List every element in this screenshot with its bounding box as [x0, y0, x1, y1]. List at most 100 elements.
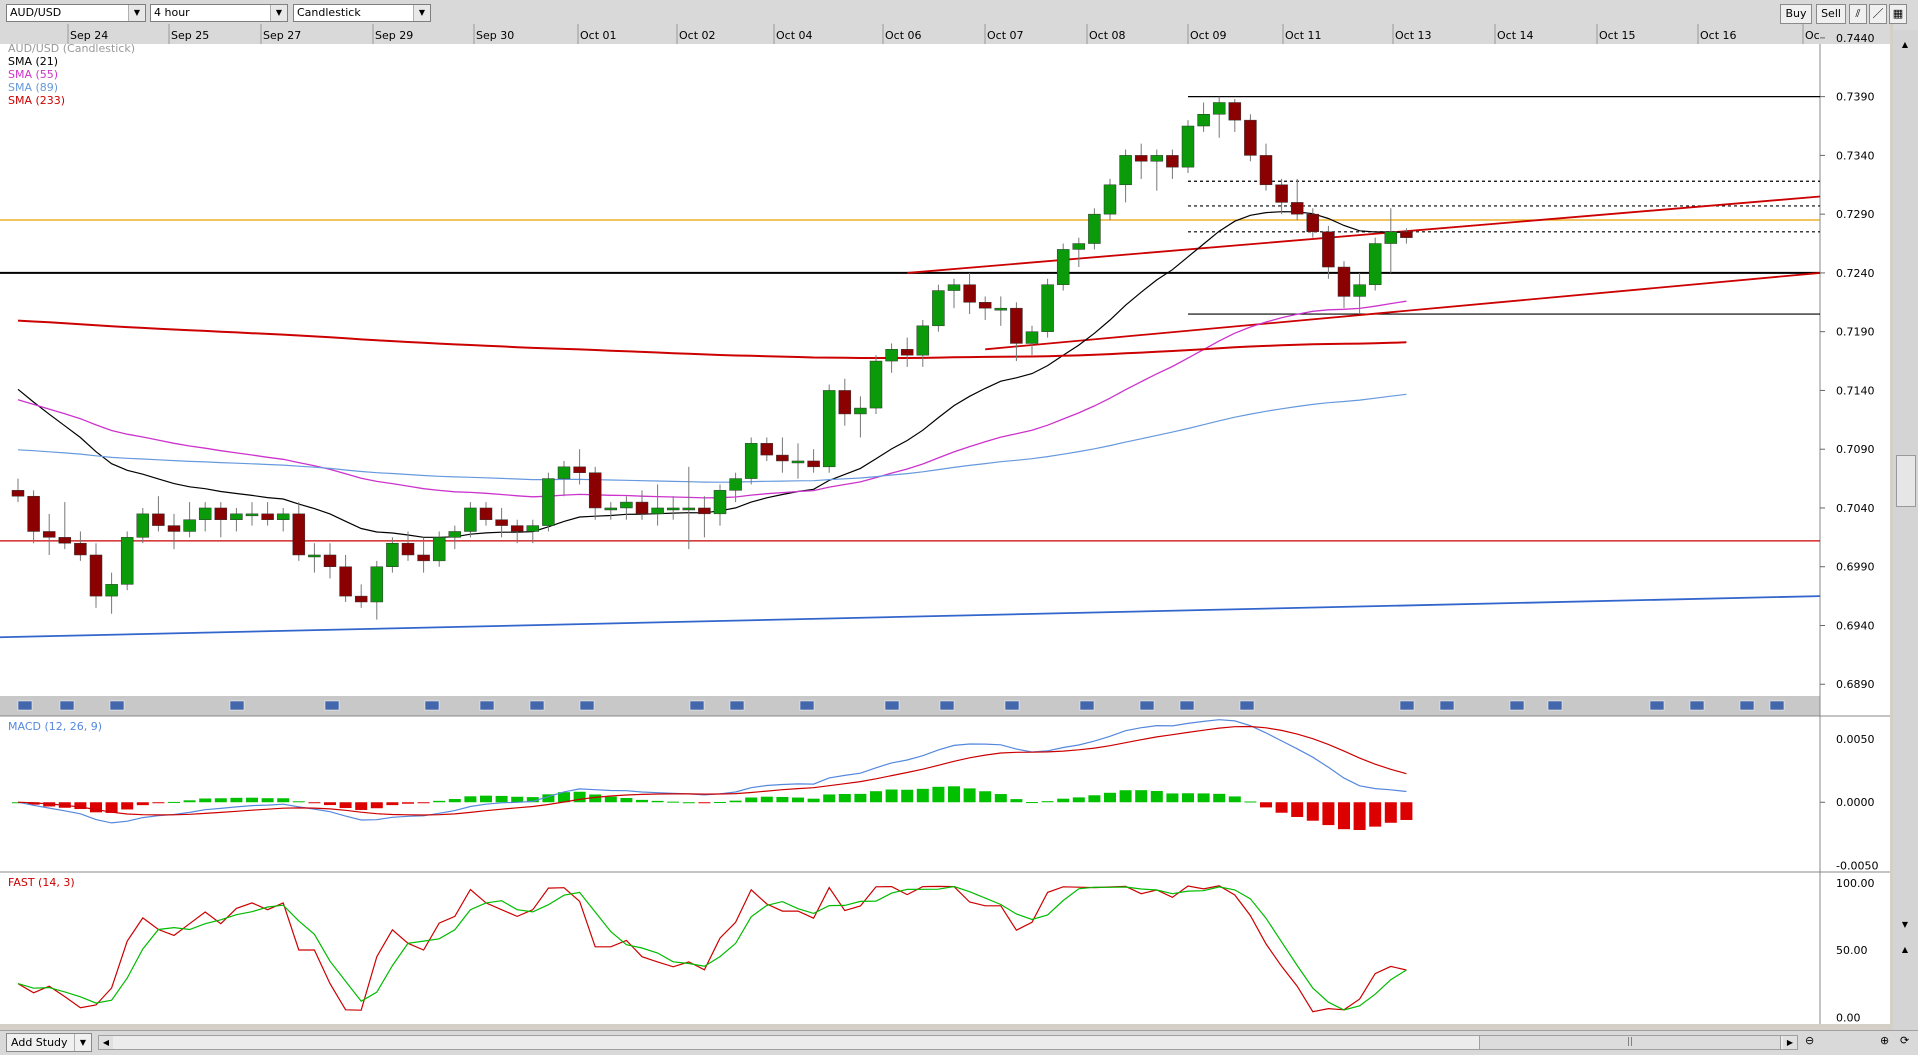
legend-entry: SMA (233) [8, 94, 65, 107]
country-flag-icon [689, 700, 705, 711]
scroll-up-icon[interactable]: ▲ [1901, 40, 1909, 49]
macd-histogram-bar [464, 796, 477, 803]
stochastic-k-line [17, 885, 1407, 1013]
price-tick-label: 0.6890 [1836, 678, 1875, 691]
chart-style-select[interactable]: Candlestick ▼ [293, 4, 431, 22]
candle-body [245, 513, 259, 517]
draw-line-icon[interactable]: ／ [1869, 4, 1887, 24]
macd-histogram-bar [558, 792, 570, 803]
chevron-down-icon[interactable]: ▼ [128, 5, 145, 21]
scroll-left-icon[interactable]: ◀ [99, 1036, 113, 1049]
country-flag-icon [1547, 700, 1563, 711]
country-flag-icon [59, 700, 75, 711]
candle-body [557, 466, 571, 479]
macd-histogram-bar [636, 799, 648, 803]
macd-histogram-bar [402, 802, 414, 804]
macd-histogram-bar [1057, 798, 1070, 803]
price-tick-label: 0.7240 [1836, 267, 1875, 280]
scroll-down-icon[interactable]: ▼ [1901, 920, 1909, 929]
date-tick-label: Oct 01 [580, 29, 617, 42]
candle-body [682, 507, 696, 511]
macd-histogram-bar [199, 798, 212, 803]
macd-histogram-bar [682, 802, 695, 804]
candle-body [807, 460, 820, 468]
vertical-scroll-thumb[interactable] [1896, 455, 1916, 507]
macd-histogram-bar [1369, 802, 1382, 827]
add-study-select[interactable]: Add Study ▼ [6, 1033, 92, 1052]
country-flag-icon [1239, 700, 1255, 711]
stochastic-tick-label: 100.00 [1836, 877, 1875, 890]
chevron-down-icon[interactable]: ▼ [270, 5, 287, 21]
price-tick-label: 0.6940 [1836, 619, 1875, 632]
candle-body [932, 290, 945, 327]
date-tick-label: Sep 29 [375, 29, 413, 42]
country-flag-icon [884, 700, 900, 711]
symbol-select[interactable]: AUD/USD ▼ [6, 4, 146, 22]
macd-histogram-bar [308, 802, 321, 804]
macd-histogram-bar [1104, 792, 1116, 803]
sma233-line [17, 319, 1407, 359]
sma21-line [17, 211, 1407, 538]
sell-button[interactable]: Sell [1816, 4, 1846, 24]
macd-histogram-bar [386, 802, 399, 806]
country-flag-icon [1439, 700, 1455, 711]
candle-body [136, 513, 150, 538]
macd-histogram-bar [105, 802, 118, 813]
macd-histogram-bar [807, 798, 820, 803]
candle-body [120, 537, 134, 585]
zoom-in-icon[interactable]: ⊕ [1880, 1034, 1890, 1047]
candle-body [479, 507, 493, 520]
macd-histogram-bar [838, 793, 851, 803]
candle-body [963, 284, 976, 303]
macd-histogram-bar [1213, 793, 1226, 803]
sma89-line [17, 393, 1407, 483]
bars-icon[interactable]: ⫽ [1849, 4, 1867, 24]
country-flag-icon [1739, 700, 1755, 711]
macd-histogram-bar [542, 794, 555, 803]
chart-canvas[interactable]: Sep 24 Sep 25 Sep 27 Sep 29 Sep 30 Oct 01 Oct … [0, 24, 1893, 1030]
scroll-up-icon[interactable]: ▲ [1901, 945, 1909, 954]
macd-histogram-bar [963, 788, 976, 803]
candle-body [838, 390, 852, 415]
candle-body [744, 443, 758, 479]
scroll-right-icon[interactable]: ▶ [1783, 1036, 1797, 1049]
macd-histogram-bar [246, 797, 258, 803]
candle-body [89, 554, 103, 597]
macd-histogram-bar [620, 797, 633, 803]
candle-body [1072, 243, 1086, 250]
macd-histogram-bar [417, 802, 430, 804]
candle-body [588, 472, 602, 509]
candle-body [183, 519, 196, 532]
vertical-scrollbar[interactable]: ▲ ▼ ▲ [1893, 30, 1918, 1030]
date-tick-label: Oct 11 [1285, 29, 1322, 42]
chevron-down-icon[interactable]: ▼ [413, 5, 430, 21]
candle-body [292, 513, 306, 556]
candle-body [1166, 155, 1179, 168]
candle-body [1275, 184, 1288, 203]
chart-title: AUD/USD (Candlestick) [8, 42, 135, 55]
macd-histogram-bar [1026, 802, 1038, 804]
macd-histogram-bar [714, 802, 726, 804]
macd-histogram-bar [948, 786, 960, 803]
macd-histogram-bar [1150, 790, 1163, 803]
candle-body [1134, 155, 1148, 162]
sma55-line [17, 300, 1407, 499]
candle-body [1353, 284, 1366, 297]
country-flag-icon [729, 700, 745, 711]
refresh-icon[interactable]: ⟳ [1900, 1034, 1910, 1047]
macd-histogram-bar [433, 800, 446, 803]
horizontal-scrollbar[interactable]: ◀ || ▶ [98, 1035, 1798, 1050]
candle-body [854, 407, 867, 415]
horizontal-scroll-thumb[interactable]: || [1479, 1036, 1781, 1049]
macd-histogram-bar [979, 791, 992, 803]
config-icon[interactable]: ▦ [1889, 4, 1907, 24]
macd-histogram-bar [230, 797, 243, 803]
chevron-down-icon[interactable]: ▼ [74, 1034, 91, 1051]
zoom-out-icon[interactable]: ⊖ [1805, 1034, 1815, 1047]
country-flag-icon [1004, 700, 1020, 711]
macd-histogram-bar [1338, 802, 1350, 830]
timeframe-select[interactable]: 4 hour ▼ [150, 4, 288, 22]
buy-button[interactable]: Buy [1780, 4, 1812, 24]
date-tick-label: Oct 04 [776, 29, 813, 42]
add-study-label: Add Study [11, 1036, 68, 1049]
